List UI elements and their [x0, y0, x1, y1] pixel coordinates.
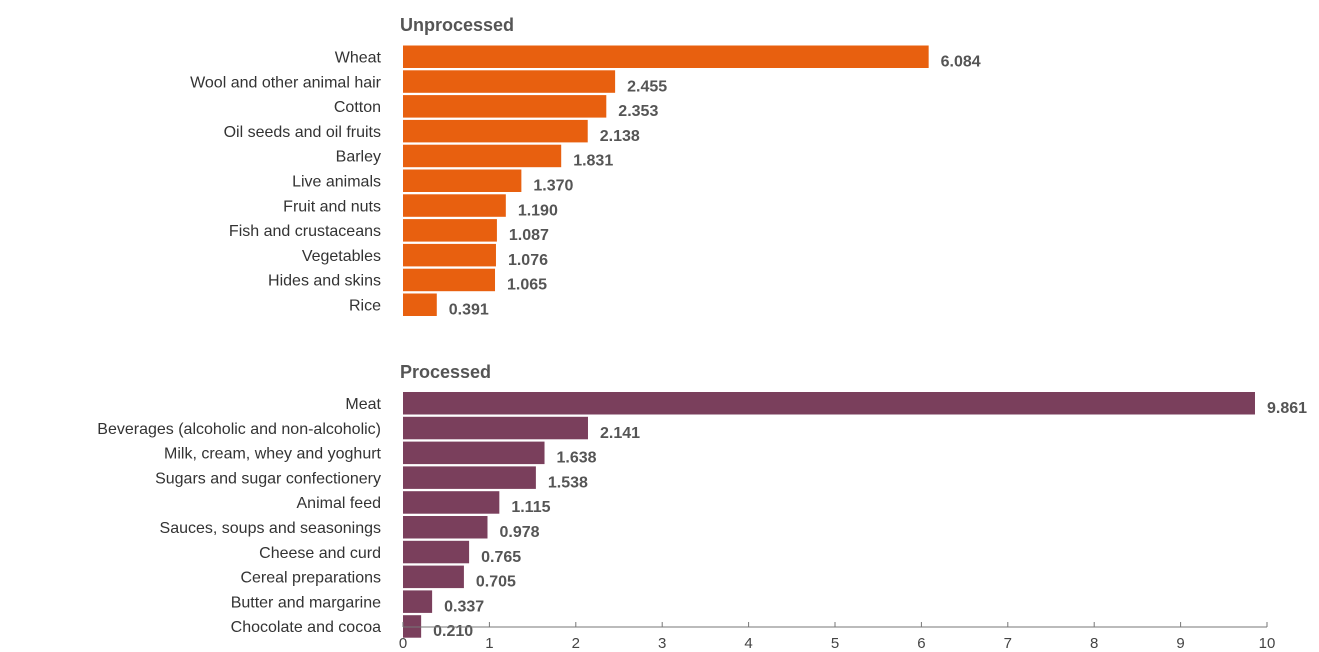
category-label: Cereal preparations	[240, 570, 381, 587]
value-label: 9.861	[1267, 400, 1307, 417]
value-label: 0.978	[499, 524, 539, 541]
category-label: Meat	[345, 396, 381, 413]
x-tick-label: 10	[1259, 635, 1276, 652]
bar-unprocessed	[403, 95, 607, 118]
x-tick-label: 0	[399, 635, 407, 652]
category-label: Animal feed	[297, 495, 382, 512]
category-label: Wool and other animal hair	[190, 74, 382, 91]
value-label: 1.831	[573, 153, 613, 170]
bar-unprocessed	[403, 219, 497, 242]
x-tick-label: 1	[485, 635, 493, 652]
bar-unprocessed	[403, 293, 437, 316]
bar-processed	[403, 516, 488, 539]
x-tick-label: 3	[658, 635, 666, 652]
x-tick-label: 7	[1004, 635, 1012, 652]
value-label: 0.210	[433, 623, 473, 640]
x-tick-label: 5	[831, 635, 839, 652]
value-label: 2.353	[618, 103, 658, 120]
bar-unprocessed	[403, 119, 588, 143]
bar-processed	[403, 540, 470, 564]
bar-unprocessed	[403, 268, 496, 292]
bar-processed	[403, 441, 545, 465]
bar-unprocessed	[403, 194, 506, 217]
bar-processed	[403, 565, 464, 589]
value-label: 2.141	[600, 425, 640, 442]
bar-unprocessed	[403, 45, 929, 68]
x-tick-label: 2	[572, 635, 580, 652]
bar-processed	[403, 590, 433, 613]
category-label: Cotton	[334, 99, 381, 116]
bar-processed	[403, 491, 500, 514]
panel-title-unprocessed: Unprocessed	[400, 15, 514, 35]
category-label: Fruit and nuts	[283, 198, 381, 215]
x-tick-label: 8	[1090, 635, 1098, 652]
bar-unprocessed	[403, 144, 562, 168]
category-label: Sauces, soups and seasonings	[160, 520, 381, 537]
bar-processed	[403, 466, 536, 489]
category-label: Barley	[336, 149, 381, 166]
category-label: Vegetables	[302, 248, 381, 265]
value-label: 1.538	[548, 474, 588, 491]
category-label: Milk, cream, whey and yoghurt	[164, 446, 382, 463]
category-label: Fish and crustaceans	[229, 223, 381, 240]
value-label: 2.455	[627, 78, 667, 95]
value-label: 1.087	[509, 227, 549, 244]
value-label: 0.705	[476, 574, 516, 591]
bar-processed	[403, 416, 588, 440]
bar-processed	[403, 615, 422, 638]
bar-processed	[403, 392, 1255, 415]
category-label: Sugars and sugar confectionery	[155, 470, 381, 487]
value-label: 1.638	[557, 450, 597, 467]
category-label: Beverages (alcoholic and non-alcoholic)	[97, 421, 381, 438]
value-label: 6.084	[941, 54, 981, 71]
category-label: Chocolate and cocoa	[231, 619, 381, 636]
value-label: 0.391	[449, 302, 489, 319]
category-label: Cheese and curd	[259, 545, 381, 562]
value-label: 1.076	[508, 252, 548, 269]
category-label: Oil seeds and oil fruits	[224, 124, 381, 141]
value-label: 2.138	[600, 128, 640, 145]
bar-unprocessed	[403, 243, 496, 267]
value-label: 1.370	[533, 178, 573, 195]
x-tick-label: 9	[1176, 635, 1184, 652]
bar-unprocessed	[403, 169, 522, 192]
value-label: 1.065	[507, 277, 547, 294]
value-label: 1.115	[511, 499, 550, 516]
category-label: Hides and skins	[268, 273, 381, 290]
category-label: Rice	[349, 298, 381, 315]
category-label: Live animals	[292, 174, 381, 191]
bar-unprocessed	[403, 70, 616, 93]
x-tick-label: 4	[744, 635, 752, 652]
value-label: 0.337	[444, 598, 484, 615]
panel-title-processed: Processed	[400, 362, 491, 382]
category-label: Wheat	[335, 50, 382, 67]
value-label: 1.190	[518, 202, 558, 219]
x-tick-label: 6	[917, 635, 925, 652]
category-label: Butter and margarine	[231, 594, 381, 611]
value-label: 0.765	[481, 549, 521, 566]
